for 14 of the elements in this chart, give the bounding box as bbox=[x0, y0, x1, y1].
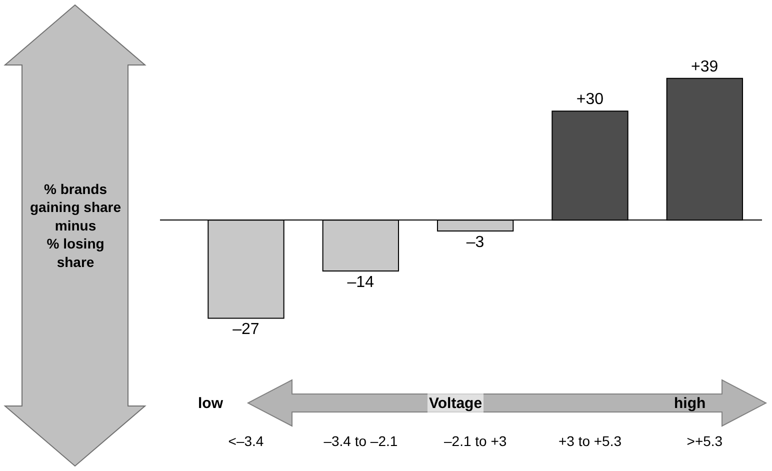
y-axis-title: % brands gaining share minus % losing share bbox=[30, 181, 122, 270]
x-tick-label: <–3.4 bbox=[228, 433, 264, 449]
text: high bbox=[674, 395, 706, 412]
x-tick-label: >+5.3 bbox=[686, 433, 723, 449]
x-tick-label: –2.1 to +3 bbox=[444, 433, 507, 449]
x-tick-label: –3.4 to –2.1 bbox=[324, 433, 398, 449]
data-label: –27 bbox=[232, 321, 260, 338]
data-label: –14 bbox=[347, 274, 374, 291]
text: Voltage bbox=[429, 395, 482, 412]
data-label: +39 bbox=[691, 58, 718, 76]
text: low bbox=[198, 395, 224, 412]
data-label: –3 bbox=[466, 234, 484, 251]
data-label: +30 bbox=[576, 91, 604, 108]
x-tick-label: +3 to +5.3 bbox=[558, 433, 622, 449]
